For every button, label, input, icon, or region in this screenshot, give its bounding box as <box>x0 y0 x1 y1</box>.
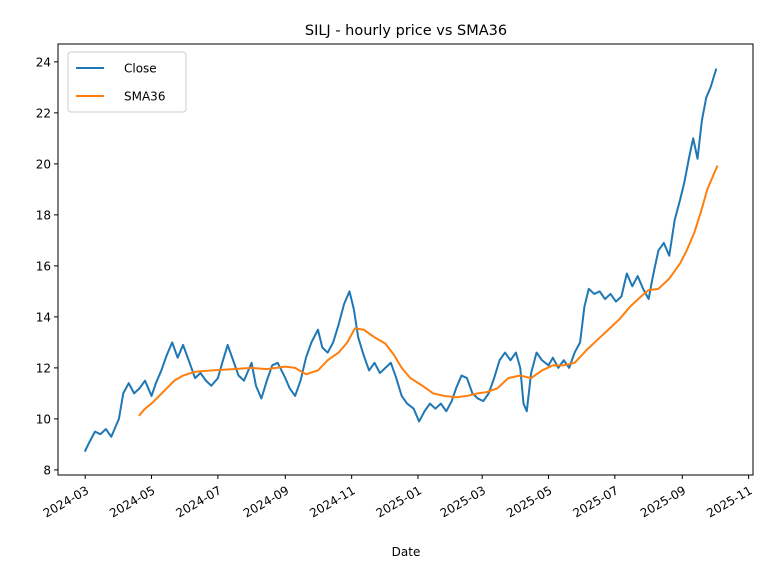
y-tick-label: 10 <box>36 412 51 426</box>
y-tick-label: 24 <box>36 55 51 69</box>
x-tick-label: 2025-03 <box>438 483 488 520</box>
legend: Close SMA36 <box>67 51 187 113</box>
y-tick-label: 18 <box>36 208 51 222</box>
y-tick-label: 8 <box>43 463 51 477</box>
y-tick-label: 14 <box>36 310 51 324</box>
x-tick-label: 2024-07 <box>173 483 223 520</box>
x-tick-label: 2025-11 <box>704 483 754 520</box>
y-axis: 8 10 12 14 16 18 20 22 24 <box>36 55 58 477</box>
x-tick-label: 2025-05 <box>504 483 554 520</box>
y-tick-label: 12 <box>36 361 51 375</box>
legend-label: Close <box>124 62 157 76</box>
legend-label: SMA36 <box>124 90 165 104</box>
y-tick-label: 22 <box>36 106 51 120</box>
plot-area <box>57 43 754 476</box>
x-tick-label: 2024-09 <box>241 483 291 520</box>
x-axis-label: Date <box>392 545 421 559</box>
series-line-close <box>83 68 718 453</box>
x-tick-label: 2024-11 <box>307 483 357 520</box>
x-axis: 2024-03 2024-05 2024-07 2024-09 2024-11 2025-… <box>41 475 755 520</box>
plot-frame <box>57 43 754 476</box>
y-tick-label: 20 <box>36 157 51 171</box>
y-tick-label: 16 <box>36 259 51 273</box>
x-tick-label: 2025-01 <box>374 483 424 520</box>
chart-title: SILJ - hourly price vs SMA36 <box>305 23 507 39</box>
x-tick-label: 2024-05 <box>107 483 157 520</box>
series-line-sma36 <box>138 165 719 417</box>
x-tick-label: 2024-03 <box>41 483 91 520</box>
x-tick-label: 2025-07 <box>570 483 620 520</box>
x-tick-label: 2025-09 <box>638 483 688 520</box>
